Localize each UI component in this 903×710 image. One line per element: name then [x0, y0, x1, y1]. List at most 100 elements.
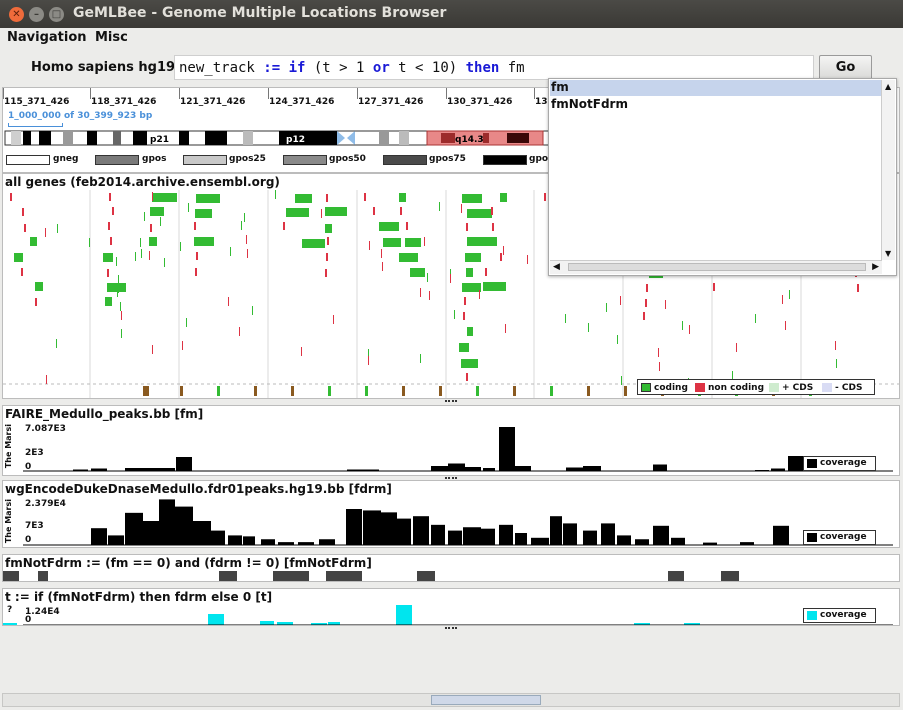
gene-feature — [35, 282, 43, 291]
coverage-histogram — [23, 427, 893, 472]
coverage-bar — [773, 525, 789, 545]
resize-handle[interactable] — [2, 626, 900, 631]
fmnotfdrm-track[interactable]: fmNotFdrm := (fm == 0) and (fdrm != 0) [… — [2, 554, 900, 582]
scrollbar-thumb[interactable] — [568, 263, 866, 271]
gene-feature — [182, 341, 183, 350]
minimize-window-button[interactable]: – — [29, 7, 44, 22]
track-title: FAIRE_Medullo_peaks.bb [fm] — [5, 407, 204, 421]
scroll-left-icon[interactable]: ◀ — [553, 262, 560, 272]
fdrm-track[interactable]: wgEncodeDukeDnaseMedullo.fdr01peaks.hg19… — [2, 480, 900, 548]
scroll-up-icon[interactable]: ▲ — [885, 82, 892, 91]
gene-feature — [492, 223, 494, 231]
horizontal-scrollbar[interactable] — [2, 693, 900, 707]
ruler-tick — [446, 88, 447, 99]
gene-feature — [247, 249, 248, 258]
gene-feature — [466, 223, 468, 231]
ideogram-band — [11, 131, 21, 145]
coverage-bar — [703, 542, 717, 545]
gene-feature — [117, 288, 118, 297]
scroll-right-icon[interactable]: ▶ — [872, 262, 879, 272]
gene-feature — [461, 204, 462, 213]
gene-feature — [785, 321, 786, 330]
coverage-bar — [465, 467, 481, 471]
coverage-bar — [483, 468, 495, 471]
gene-feature — [450, 274, 451, 283]
gene-feature — [140, 238, 141, 247]
gene-feature — [22, 208, 24, 216]
gene-feature — [328, 386, 331, 396]
ruler-tick — [268, 88, 269, 99]
band-label: p12 — [286, 135, 305, 145]
gene-feature — [587, 386, 590, 396]
gene-feature — [420, 354, 421, 363]
coverage-bar — [319, 539, 335, 545]
coverage-bar — [740, 542, 754, 545]
boolean-segment — [273, 571, 309, 581]
gene-feature — [513, 386, 516, 396]
gene-feature — [461, 359, 478, 368]
gene-feature — [244, 213, 245, 222]
menu-misc[interactable]: Misc — [95, 30, 128, 45]
coverage-bar — [346, 509, 362, 545]
menu-navigation[interactable]: Navigation — [7, 30, 87, 45]
gene-feature — [196, 252, 198, 260]
gene-feature — [295, 194, 312, 203]
close-window-button[interactable]: ✕ — [9, 7, 24, 22]
gene-feature — [120, 302, 121, 311]
gene-feature — [658, 348, 659, 357]
t-track[interactable]: t := if (fmNotFdrm) then fdrm else 0 [t]… — [2, 588, 900, 626]
legend-label: coverage — [820, 458, 867, 468]
coverage-bar — [550, 516, 562, 545]
coverage-bar — [208, 614, 224, 625]
coverage-bar — [328, 622, 340, 625]
cmd-part: (t > 1 — [305, 60, 373, 76]
menu-bar: Navigation Misc — [0, 28, 903, 48]
popup-vertical-scrollbar[interactable]: ▲ ▼ — [881, 80, 895, 260]
ruler-tick — [357, 88, 358, 99]
gene-feature — [107, 269, 109, 277]
maximize-window-button[interactable]: □ — [49, 7, 64, 22]
scroll-down-icon[interactable]: ▼ — [885, 249, 892, 258]
gene-feature — [646, 284, 648, 292]
fm-track[interactable]: FAIRE_Medullo_peaks.bb [fm] The Marsi 7.… — [2, 405, 900, 476]
coverage-bar — [684, 623, 700, 625]
popup-horizontal-scrollbar[interactable]: ◀ ▶ — [550, 260, 882, 274]
gene-feature — [254, 386, 257, 396]
gene-feature — [454, 310, 455, 319]
coverage-bar — [583, 466, 601, 471]
coverage-bar — [108, 535, 124, 545]
gene-feature — [188, 203, 189, 212]
gene-feature — [194, 222, 196, 230]
autocomplete-item[interactable]: fmNotFdrm — [551, 97, 628, 111]
resize-handle[interactable] — [2, 476, 900, 481]
gene-feature — [682, 321, 683, 330]
track-title: all genes (feb2014.archive.ensembl.org) — [5, 175, 280, 189]
gene-feature — [10, 193, 12, 201]
coverage-bar — [243, 536, 255, 545]
ideogram-band — [379, 131, 389, 145]
gene-feature — [427, 273, 428, 282]
autocomplete-item[interactable]: fm — [550, 80, 882, 96]
command-input[interactable]: new_track := if (t > 1 or t < 10) then f… — [174, 55, 814, 80]
scrollbar-thumb[interactable] — [431, 695, 541, 705]
go-button[interactable]: Go — [819, 55, 872, 81]
gene-feature — [109, 193, 111, 201]
gene-feature — [291, 386, 294, 396]
gene-feature — [782, 295, 783, 304]
track-title: t := if (fmNotFdrm) then fdrm else 0 [t] — [5, 590, 273, 604]
gene-feature — [150, 224, 152, 232]
gene-feature — [21, 268, 23, 276]
gene-feature — [620, 296, 621, 305]
gene-feature — [439, 202, 440, 211]
gene-feature — [713, 283, 715, 291]
autocomplete-popup[interactable]: fm fmNotFdrm ▲ ▼ ◀ ▶ — [548, 78, 897, 276]
gene-feature — [325, 207, 347, 216]
gene-feature — [406, 222, 408, 230]
legend-swatch-plus-cds — [769, 383, 779, 392]
gene-feature — [327, 237, 329, 245]
resize-handle[interactable] — [2, 399, 900, 404]
gene-feature — [624, 386, 627, 396]
gene-feature — [399, 193, 406, 202]
gene-feature — [195, 209, 212, 218]
gene-feature — [246, 235, 247, 244]
